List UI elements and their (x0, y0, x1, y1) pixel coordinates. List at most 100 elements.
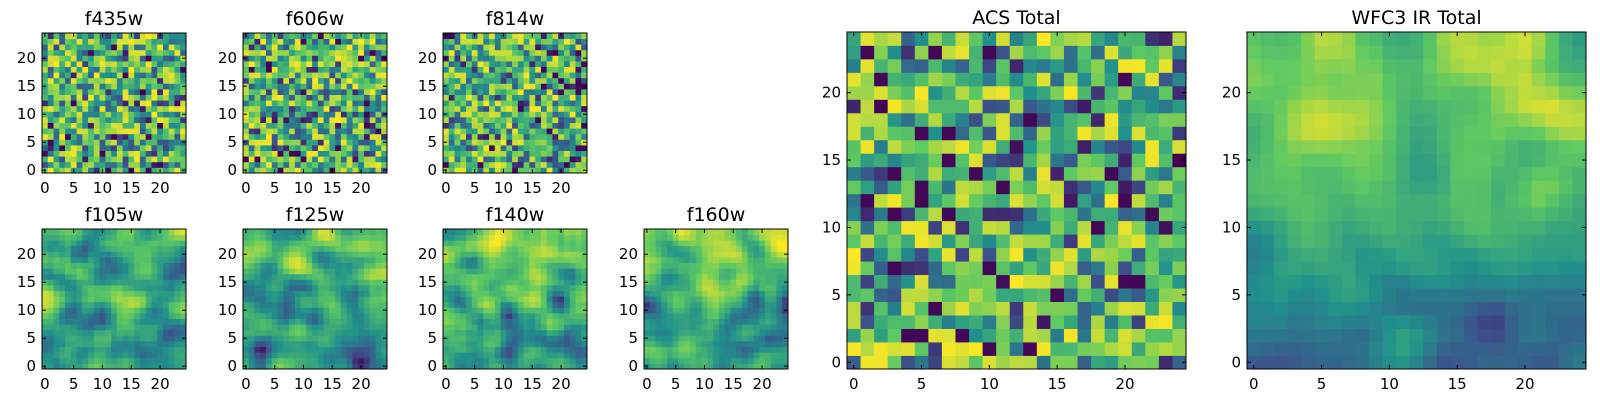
heatmap-cell (1091, 355, 1106, 370)
heatmap-cell (323, 49, 330, 56)
heatmap-cell (248, 301, 255, 308)
heatmap-cell (174, 245, 181, 252)
heatmap-cell (180, 285, 187, 291)
heatmap-cell (306, 245, 313, 252)
heatmap-cell (690, 307, 697, 314)
heatmap-cell (575, 161, 582, 168)
heatmap-cell (741, 341, 749, 347)
heatmap-cell (312, 341, 319, 347)
heatmap-cell (517, 324, 525, 331)
heatmap-cell (969, 153, 983, 168)
heatmap-cell (517, 279, 525, 286)
heatmap-cell (724, 296, 731, 303)
heatmap-cell (724, 273, 731, 280)
heatmap-cell (535, 240, 542, 247)
heatmap-cell (500, 150, 507, 157)
heatmap-cell (747, 240, 754, 247)
heatmap-cell (312, 352, 319, 359)
heatmap-cell (271, 234, 278, 241)
heatmap-cell (363, 262, 371, 269)
heatmap-cell (168, 139, 175, 146)
heatmap-cell (174, 341, 181, 347)
heatmap-cell (116, 245, 124, 252)
heatmap-cell (151, 279, 158, 286)
heatmap-cell (329, 245, 336, 252)
heatmap-cell (770, 273, 777, 280)
heatmap-cell (914, 355, 929, 370)
heatmap-cell (317, 167, 325, 174)
heatmap-cell (157, 117, 164, 123)
heatmap-cell (180, 44, 187, 51)
heatmap-cell (569, 341, 576, 347)
heatmap-cell (128, 234, 135, 241)
heatmap-cell (1158, 234, 1173, 249)
heatmap-cell (736, 329, 743, 336)
heatmap-cell (317, 363, 325, 370)
heatmap-cell (363, 357, 371, 364)
heatmap-cell (116, 357, 124, 364)
heatmap-cell (99, 38, 106, 45)
heatmap-cell (174, 33, 181, 39)
heatmap-cell (1145, 315, 1160, 329)
heatmap-cell (53, 346, 60, 353)
heatmap-cell (248, 251, 255, 258)
heatmap-cell (47, 363, 54, 370)
heatmap-cell (277, 133, 284, 140)
heatmap-cell (500, 268, 507, 275)
heatmap-cell (174, 49, 181, 56)
y-tick-label: 20 (619, 245, 638, 263)
heatmap-cell (157, 262, 164, 269)
heatmap-cell (271, 313, 278, 319)
heatmap-cell (88, 49, 95, 56)
heatmap-cell (454, 105, 461, 112)
heatmap-cell (340, 245, 348, 252)
heatmap-cell (500, 44, 507, 51)
heatmap-cell (448, 89, 455, 95)
heatmap-cell (552, 89, 559, 95)
heatmap-cell (254, 139, 261, 146)
heatmap-cell (294, 245, 301, 252)
heatmap-cell (294, 268, 301, 275)
heatmap-cell (70, 290, 77, 297)
heatmap-cell (283, 229, 290, 235)
heatmap-cell (42, 329, 49, 336)
heatmap-cell (312, 150, 319, 157)
heatmap-cell (122, 122, 129, 129)
heatmap-cell (448, 273, 455, 280)
heatmap-cell (471, 234, 478, 241)
heatmap-cell (243, 357, 250, 364)
heatmap-cell (369, 290, 376, 297)
heatmap-cell (941, 207, 956, 222)
heatmap-cell (707, 240, 714, 247)
heatmap-cell (552, 346, 559, 353)
heatmap-cell (448, 341, 455, 347)
heatmap-cell (317, 352, 325, 359)
heatmap-cell (283, 72, 290, 79)
heatmap-cell (340, 100, 348, 107)
heatmap-cell (741, 301, 749, 308)
heatmap-cell (569, 55, 576, 62)
heatmap-cell (466, 240, 473, 247)
heatmap-cell (145, 122, 152, 129)
heatmap-cell (145, 33, 152, 39)
heatmap-cell (168, 301, 175, 308)
heatmap-cell (266, 279, 273, 286)
heatmap-cell (460, 145, 467, 151)
heatmap-cell (552, 301, 559, 308)
heatmap-cell (134, 49, 141, 56)
heatmap-cell (747, 341, 754, 347)
heatmap-cell (460, 72, 467, 79)
heatmap-cell (563, 352, 571, 359)
heatmap-cell (157, 240, 164, 247)
y-tick-label: 20 (418, 49, 437, 67)
heatmap-cell (506, 100, 513, 107)
heatmap-cell (649, 268, 656, 275)
heatmap-cell (1145, 342, 1160, 356)
heatmap-cell (506, 285, 513, 291)
heatmap-cell (649, 346, 656, 353)
heatmap-cell (489, 290, 496, 297)
heatmap-cell (667, 324, 674, 331)
heatmap-cell (448, 100, 455, 107)
heatmap-cell (558, 268, 565, 275)
heatmap-cell (581, 290, 588, 297)
